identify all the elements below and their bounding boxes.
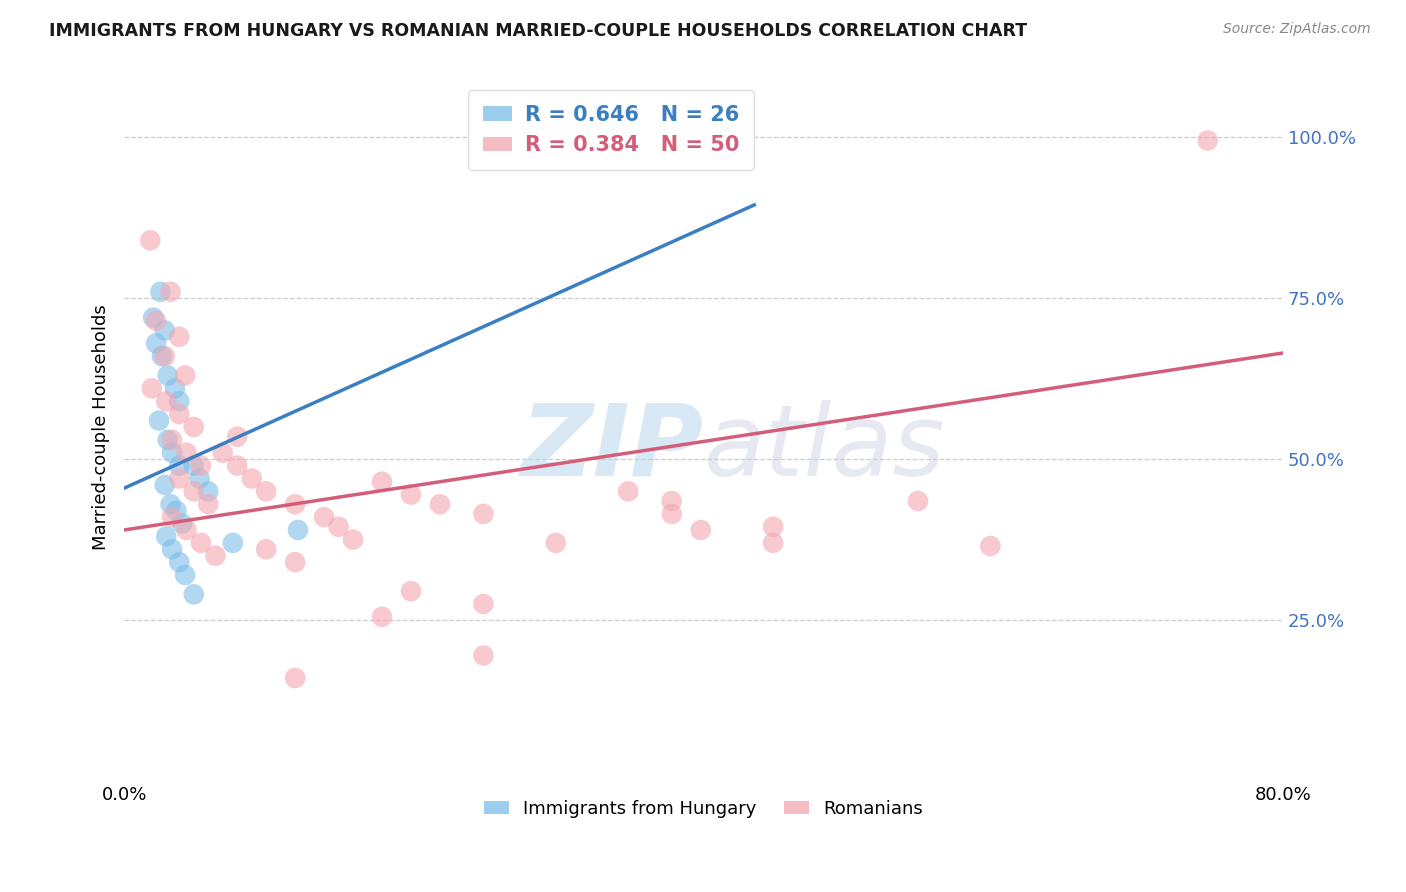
Point bbox=[176, 446, 198, 460]
Point bbox=[159, 285, 181, 299]
Text: IMMIGRANTS FROM HUNGARY VS ROMANIAN MARRIED-COUPLE HOUSEHOLDS CORRELATION CHART: IMMIGRANTS FROM HUNGARY VS ROMANIAN MARR… bbox=[49, 22, 1028, 40]
Point bbox=[472, 648, 495, 663]
Point bbox=[254, 542, 277, 557]
Point bbox=[160, 510, 183, 524]
Point bbox=[284, 555, 307, 569]
Point bbox=[149, 285, 172, 299]
Point bbox=[211, 446, 233, 460]
Point bbox=[371, 610, 394, 624]
Point bbox=[254, 484, 277, 499]
Point bbox=[222, 536, 245, 550]
Point bbox=[160, 542, 183, 557]
Point bbox=[163, 381, 186, 395]
Point bbox=[183, 420, 205, 434]
Legend: Immigrants from Hungary, Romanians: Immigrants from Hungary, Romanians bbox=[477, 793, 931, 825]
Point bbox=[226, 458, 249, 473]
Point bbox=[156, 368, 179, 383]
Point bbox=[167, 330, 190, 344]
Point bbox=[160, 446, 183, 460]
Point bbox=[165, 503, 187, 517]
Point bbox=[284, 497, 307, 511]
Point bbox=[190, 536, 212, 550]
Point bbox=[155, 394, 177, 409]
Point bbox=[190, 458, 212, 473]
Point bbox=[979, 539, 1001, 553]
Point bbox=[287, 523, 309, 537]
Point bbox=[174, 368, 197, 383]
Point bbox=[155, 529, 177, 543]
Point bbox=[197, 484, 219, 499]
Point bbox=[141, 381, 163, 395]
Text: Source: ZipAtlas.com: Source: ZipAtlas.com bbox=[1223, 22, 1371, 37]
Point bbox=[907, 494, 929, 508]
Point bbox=[153, 349, 176, 363]
Point bbox=[176, 523, 198, 537]
Point bbox=[240, 471, 263, 485]
Point bbox=[226, 430, 249, 444]
Point bbox=[399, 584, 422, 599]
Point bbox=[472, 597, 495, 611]
Point bbox=[183, 587, 205, 601]
Point bbox=[167, 394, 190, 409]
Point bbox=[145, 336, 167, 351]
Point bbox=[429, 497, 451, 511]
Point bbox=[762, 520, 785, 534]
Point bbox=[399, 487, 422, 501]
Point bbox=[314, 510, 336, 524]
Point bbox=[167, 458, 190, 473]
Point bbox=[167, 407, 190, 421]
Point bbox=[617, 484, 640, 499]
Point bbox=[371, 475, 394, 489]
Point bbox=[661, 507, 683, 521]
Text: ZIP: ZIP bbox=[520, 400, 703, 497]
Point bbox=[172, 516, 194, 531]
Point bbox=[167, 471, 190, 485]
Point bbox=[160, 433, 183, 447]
Point bbox=[197, 497, 219, 511]
Point bbox=[342, 533, 364, 547]
Point bbox=[153, 323, 176, 337]
Y-axis label: Married-couple Households: Married-couple Households bbox=[93, 304, 110, 549]
Point bbox=[148, 413, 170, 427]
Point bbox=[174, 568, 197, 582]
Point bbox=[661, 494, 683, 508]
Text: atlas: atlas bbox=[703, 400, 945, 497]
Point bbox=[139, 233, 162, 247]
Point bbox=[159, 497, 181, 511]
Point bbox=[142, 310, 165, 325]
Point bbox=[284, 671, 307, 685]
Point bbox=[167, 555, 190, 569]
Point bbox=[188, 471, 211, 485]
Point bbox=[762, 536, 785, 550]
Point bbox=[153, 478, 176, 492]
Point bbox=[183, 458, 205, 473]
Point bbox=[472, 507, 495, 521]
Point bbox=[145, 314, 167, 328]
Point bbox=[150, 349, 173, 363]
Point bbox=[156, 433, 179, 447]
Point bbox=[1197, 134, 1219, 148]
Point bbox=[328, 520, 350, 534]
Point bbox=[544, 536, 567, 550]
Point bbox=[183, 484, 205, 499]
Point bbox=[204, 549, 226, 563]
Point bbox=[689, 523, 711, 537]
